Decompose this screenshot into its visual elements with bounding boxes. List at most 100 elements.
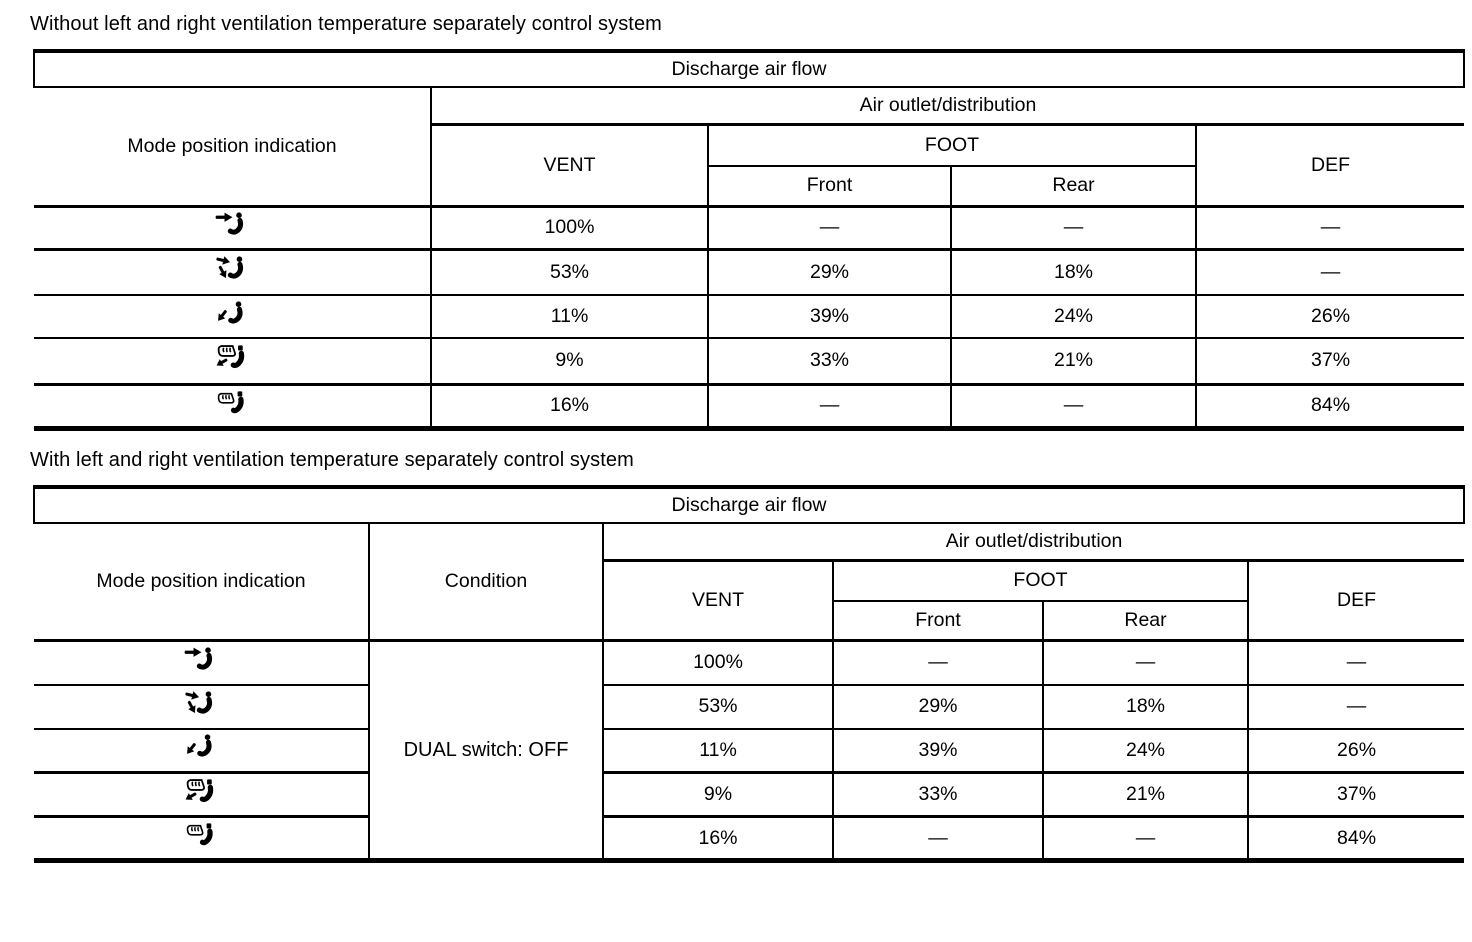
table-row: 53% 29% 18% —	[34, 683, 1465, 730]
air-outlet-header: Air outlet/distribution	[429, 86, 1465, 126]
def-value-cell: —	[1194, 205, 1465, 251]
rear-header: Rear	[1042, 599, 1249, 642]
vent-value-cell: 11%	[602, 727, 834, 774]
foot-front-value-cell: 33%	[832, 771, 1044, 818]
mode-icon-cell	[34, 771, 370, 818]
foot-front-value-cell: 39%	[832, 727, 1044, 774]
defrost-mode-icon	[214, 389, 250, 417]
header-row-air: Mode position indication Condition Air o…	[34, 521, 1465, 642]
front-header: Front	[832, 599, 1044, 642]
def-header: DEF	[1246, 559, 1465, 642]
rear-header: Rear	[950, 165, 1197, 208]
foot-defrost-mode-icon	[214, 344, 250, 372]
foot-mode-icon	[183, 733, 219, 761]
mode-icon-cell	[34, 205, 432, 251]
vent-value-cell: 16%	[430, 383, 709, 429]
foot-front-value-cell: —	[707, 205, 952, 251]
table-row: 100% — — —	[34, 205, 1465, 251]
table-caption: Discharge air flow	[32, 485, 1466, 524]
foot-front-value-cell: 29%	[707, 248, 952, 296]
table-row: 53% 29% 18% —	[34, 248, 1465, 296]
def-value-cell: 84%	[1246, 815, 1465, 862]
defrost-mode-icon	[183, 821, 219, 849]
mode-icon-cell	[34, 337, 432, 386]
def-value-cell: —	[1194, 248, 1465, 296]
foot-rear-value-cell: 21%	[1042, 771, 1249, 818]
foot-front-value-cell: 39%	[707, 294, 952, 339]
vent-value-cell: 100%	[602, 639, 834, 686]
header-row-front-rear: Front Rear	[34, 165, 1464, 208]
discharge-air-flow-table-without-dual: Discharge air flow Mode position indicat…	[32, 49, 1466, 431]
foot-rear-value-cell: 18%	[950, 248, 1197, 296]
table-row: DUAL switch: OFF 100% — — —	[34, 639, 1465, 862]
vent-mode-icon	[183, 646, 219, 674]
foot-rear-value-cell: 24%	[950, 294, 1197, 339]
foot-rear-value-cell: 24%	[1042, 727, 1249, 774]
mode-icon-cell	[34, 727, 370, 774]
section-title-with-dual: With left and right ventilation temperat…	[30, 448, 634, 471]
table-row: 9% 33% 21% 37%	[34, 337, 1465, 386]
bilevel-mode-icon	[183, 690, 219, 718]
foot-rear-value-cell: 18%	[1042, 683, 1249, 730]
vent-value-cell: 100%	[430, 205, 709, 251]
condition-header: Condition	[368, 521, 604, 642]
foot-rear-value-cell: —	[950, 383, 1197, 429]
table-row: 16% — — 84%	[34, 383, 1465, 429]
foot-rear-value-cell: 21%	[950, 337, 1197, 386]
foot-front-value-cell: —	[832, 815, 1044, 862]
mode-icon-cell	[34, 639, 370, 686]
mode-icon-cell	[34, 815, 370, 862]
def-value-cell: 37%	[1194, 337, 1465, 386]
def-header: DEF	[1194, 123, 1465, 208]
mode-position-header: Mode position indication	[34, 86, 432, 208]
mode-position-header: Mode position indication	[34, 521, 370, 642]
foot-front-value-cell: 29%	[832, 683, 1044, 730]
section-title-without-dual: Without left and right ventilation tempe…	[30, 13, 662, 35]
vent-value-cell: 16%	[602, 815, 834, 862]
air-outlet-header: Air outlet/distribution	[601, 521, 1465, 562]
vent-header: VENT	[430, 123, 709, 208]
table-row: 11% 39% 24% 26%	[34, 294, 1465, 339]
header-row-outlets: VENT FOOT DEF	[34, 123, 1465, 208]
vent-mode-icon	[214, 211, 250, 239]
vent-header: VENT	[602, 559, 834, 642]
foot-header: FOOT	[707, 123, 1197, 167]
condition-value-cell: DUAL switch: OFF	[368, 639, 604, 862]
discharge-air-flow-table-with-dual: Discharge air flow Mode position indicat…	[32, 484, 1466, 863]
table-row: 11% 39% 24% 26%	[34, 727, 1465, 774]
def-value-cell: 37%	[1246, 771, 1465, 818]
mode-icon-cell	[34, 383, 432, 429]
table-row: 9% 33% 21% 37%	[34, 771, 1465, 818]
def-value-cell: 26%	[1246, 727, 1465, 774]
bilevel-mode-icon	[214, 255, 250, 283]
vent-value-cell: 53%	[602, 683, 834, 730]
vent-value-cell: 11%	[430, 294, 709, 339]
table-caption: Discharge air flow	[32, 50, 1466, 88]
foot-rear-value-cell: —	[1042, 815, 1249, 862]
foot-header: FOOT	[832, 559, 1249, 602]
header-row-air: Mode position indication Air outlet/dist…	[34, 86, 1465, 208]
front-header: Front	[707, 165, 952, 208]
foot-defrost-mode-icon	[183, 778, 219, 806]
header-row-front-rear: Front Rear	[34, 599, 1464, 642]
foot-rear-value-cell: —	[950, 205, 1197, 251]
vent-value-cell: 53%	[430, 248, 709, 296]
def-value-cell: —	[1246, 639, 1465, 686]
vent-value-cell: 9%	[430, 337, 709, 386]
def-value-cell: —	[1246, 683, 1465, 730]
foot-front-value-cell: —	[707, 383, 952, 429]
def-value-cell: 26%	[1194, 294, 1465, 339]
mode-icon-cell	[34, 294, 432, 339]
vent-value-cell: 9%	[602, 771, 834, 818]
foot-front-value-cell: —	[832, 639, 1044, 686]
foot-mode-icon	[214, 300, 250, 328]
table-row: 16% — — 84%	[34, 815, 1465, 862]
header-row-outlets: VENT FOOT DEF	[34, 559, 1465, 642]
foot-rear-value-cell: —	[1042, 639, 1249, 686]
mode-icon-cell	[34, 248, 432, 296]
foot-front-value-cell: 33%	[707, 337, 952, 386]
def-value-cell: 84%	[1194, 383, 1465, 429]
table-caption-row: Discharge air flow	[32, 50, 1466, 88]
table-caption-row: Discharge air flow	[32, 485, 1466, 524]
